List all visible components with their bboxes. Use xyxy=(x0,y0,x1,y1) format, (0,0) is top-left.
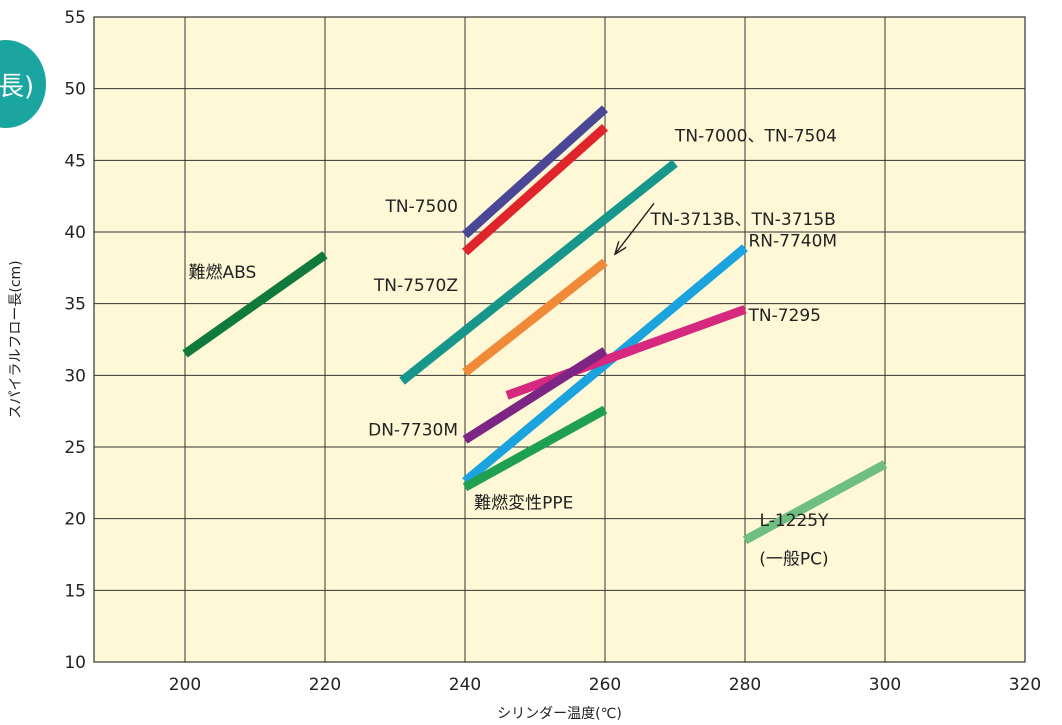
corner-badge-shape xyxy=(0,40,46,128)
series-line xyxy=(399,159,678,385)
y-axis-title: スパイラルフロー長(cm) xyxy=(8,260,24,418)
y-tick-label: 15 xyxy=(64,581,86,601)
series-label: TN-7500 xyxy=(385,197,459,217)
y-tick-label: 55 xyxy=(64,8,86,28)
y-tick-label: 35 xyxy=(64,295,86,315)
series-line xyxy=(462,258,608,377)
series-label: TN-7570Z xyxy=(373,276,458,296)
series-label: (一般PC) xyxy=(759,550,828,570)
series-lines xyxy=(182,105,888,545)
series-line xyxy=(505,305,747,400)
axes: 200 220 240 260 280 300 320 10 15 20 25 30 35 40 45 50 5… xyxy=(64,8,1041,695)
series-label: 難燃変性PPE xyxy=(474,494,573,514)
series-label: TN-7000、TN-7504 xyxy=(674,127,837,147)
series-label: L-1225Y xyxy=(760,511,830,531)
corner-badge-text: 長) xyxy=(0,72,34,102)
series-label: RN-7740M xyxy=(749,231,838,251)
series-label: 難燃ABS xyxy=(189,263,257,283)
x-tick-label: 320 xyxy=(1009,675,1041,695)
plot-frame xyxy=(93,16,1026,663)
x-tick-label: 260 xyxy=(589,675,621,695)
pointer-arrow xyxy=(616,202,655,253)
corner-badge: 長) xyxy=(0,40,46,128)
series-line xyxy=(742,460,888,545)
x-axis-title: シリンダー温度(℃) xyxy=(497,706,622,722)
y-tick-label: 50 xyxy=(64,80,86,100)
x-tick-label: 280 xyxy=(729,675,761,695)
x-tick-label: 220 xyxy=(309,675,341,695)
y-tick-label: 25 xyxy=(64,438,86,458)
y-tick-label: 30 xyxy=(64,366,86,386)
y-tick-label: 10 xyxy=(64,653,86,673)
y-tick-label: 40 xyxy=(64,223,86,243)
plot-area xyxy=(94,17,1025,662)
series-label: TN-7295 xyxy=(748,306,822,326)
series-line xyxy=(462,405,608,492)
series-line xyxy=(182,251,328,358)
series-label: TN-3713B、TN-3715B xyxy=(650,210,836,230)
series-line xyxy=(461,105,609,239)
series-line xyxy=(462,347,608,444)
series-label: DN-7730M xyxy=(368,421,458,441)
x-tick-label: 300 xyxy=(869,675,901,695)
x-tick-label: 200 xyxy=(169,675,201,695)
annotations: TN-7000、TN-7504 TN-3713B、TN-3715B TN-7500 T… xyxy=(189,127,838,570)
series-line xyxy=(462,124,608,256)
y-tick-label: 45 xyxy=(64,151,86,171)
y-tick-label: 20 xyxy=(64,510,86,530)
x-tick-label: 240 xyxy=(449,675,481,695)
